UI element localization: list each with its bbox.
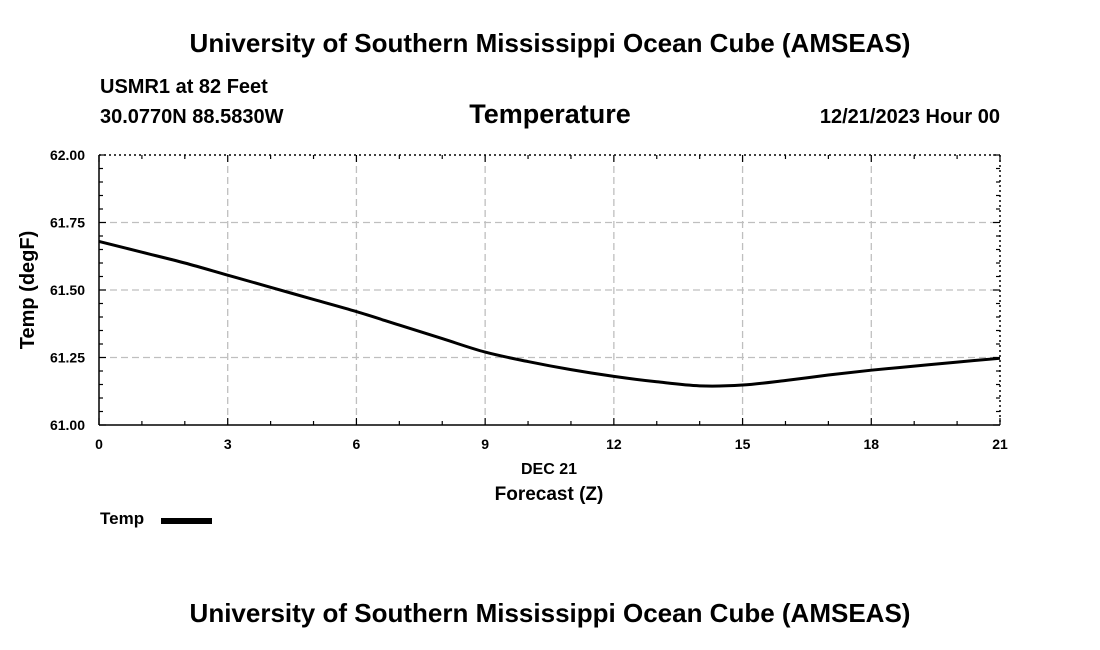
- x-tick-label-15: 15: [735, 436, 751, 452]
- page-title: University of Southern Mississippi Ocean…: [189, 28, 911, 58]
- station-coordinates: 30.0770N 88.5830W: [100, 106, 284, 128]
- chart-title: Temperature: [469, 99, 631, 129]
- station-label: USMR1 at 82 Feet: [100, 76, 268, 98]
- x-tick-label-21: 21: [992, 436, 1008, 452]
- x-tick-label-6: 6: [353, 436, 361, 452]
- x-tick-label-12: 12: [606, 436, 622, 452]
- x-tick-label-18: 18: [863, 436, 879, 452]
- y-tick-label-3: 61.75: [50, 215, 85, 231]
- y-tick-label-0: 61.00: [50, 417, 85, 433]
- x-axis-label: Forecast (Z): [495, 484, 604, 505]
- x-tick-label-3: 3: [224, 436, 232, 452]
- y-tick-label-1: 61.25: [50, 350, 85, 366]
- y-tick-label-2: 61.50: [50, 282, 85, 298]
- legend-label: Temp: [100, 509, 145, 528]
- footer-title: University of Southern Mississippi Ocean…: [189, 598, 911, 628]
- forecast-datetime: 12/21/2023 Hour 00: [819, 106, 1000, 128]
- x-tick-label-0: 0: [95, 436, 103, 452]
- x-axis-date-label: DEC 21: [521, 461, 577, 478]
- legend-swatch: [161, 518, 212, 524]
- series-line-temp: [98, 239, 1001, 388]
- x-tick-label-9: 9: [481, 436, 489, 452]
- y-tick-label-4: 62.00: [50, 147, 85, 163]
- y-axis-label: Temp (degF): [17, 231, 39, 350]
